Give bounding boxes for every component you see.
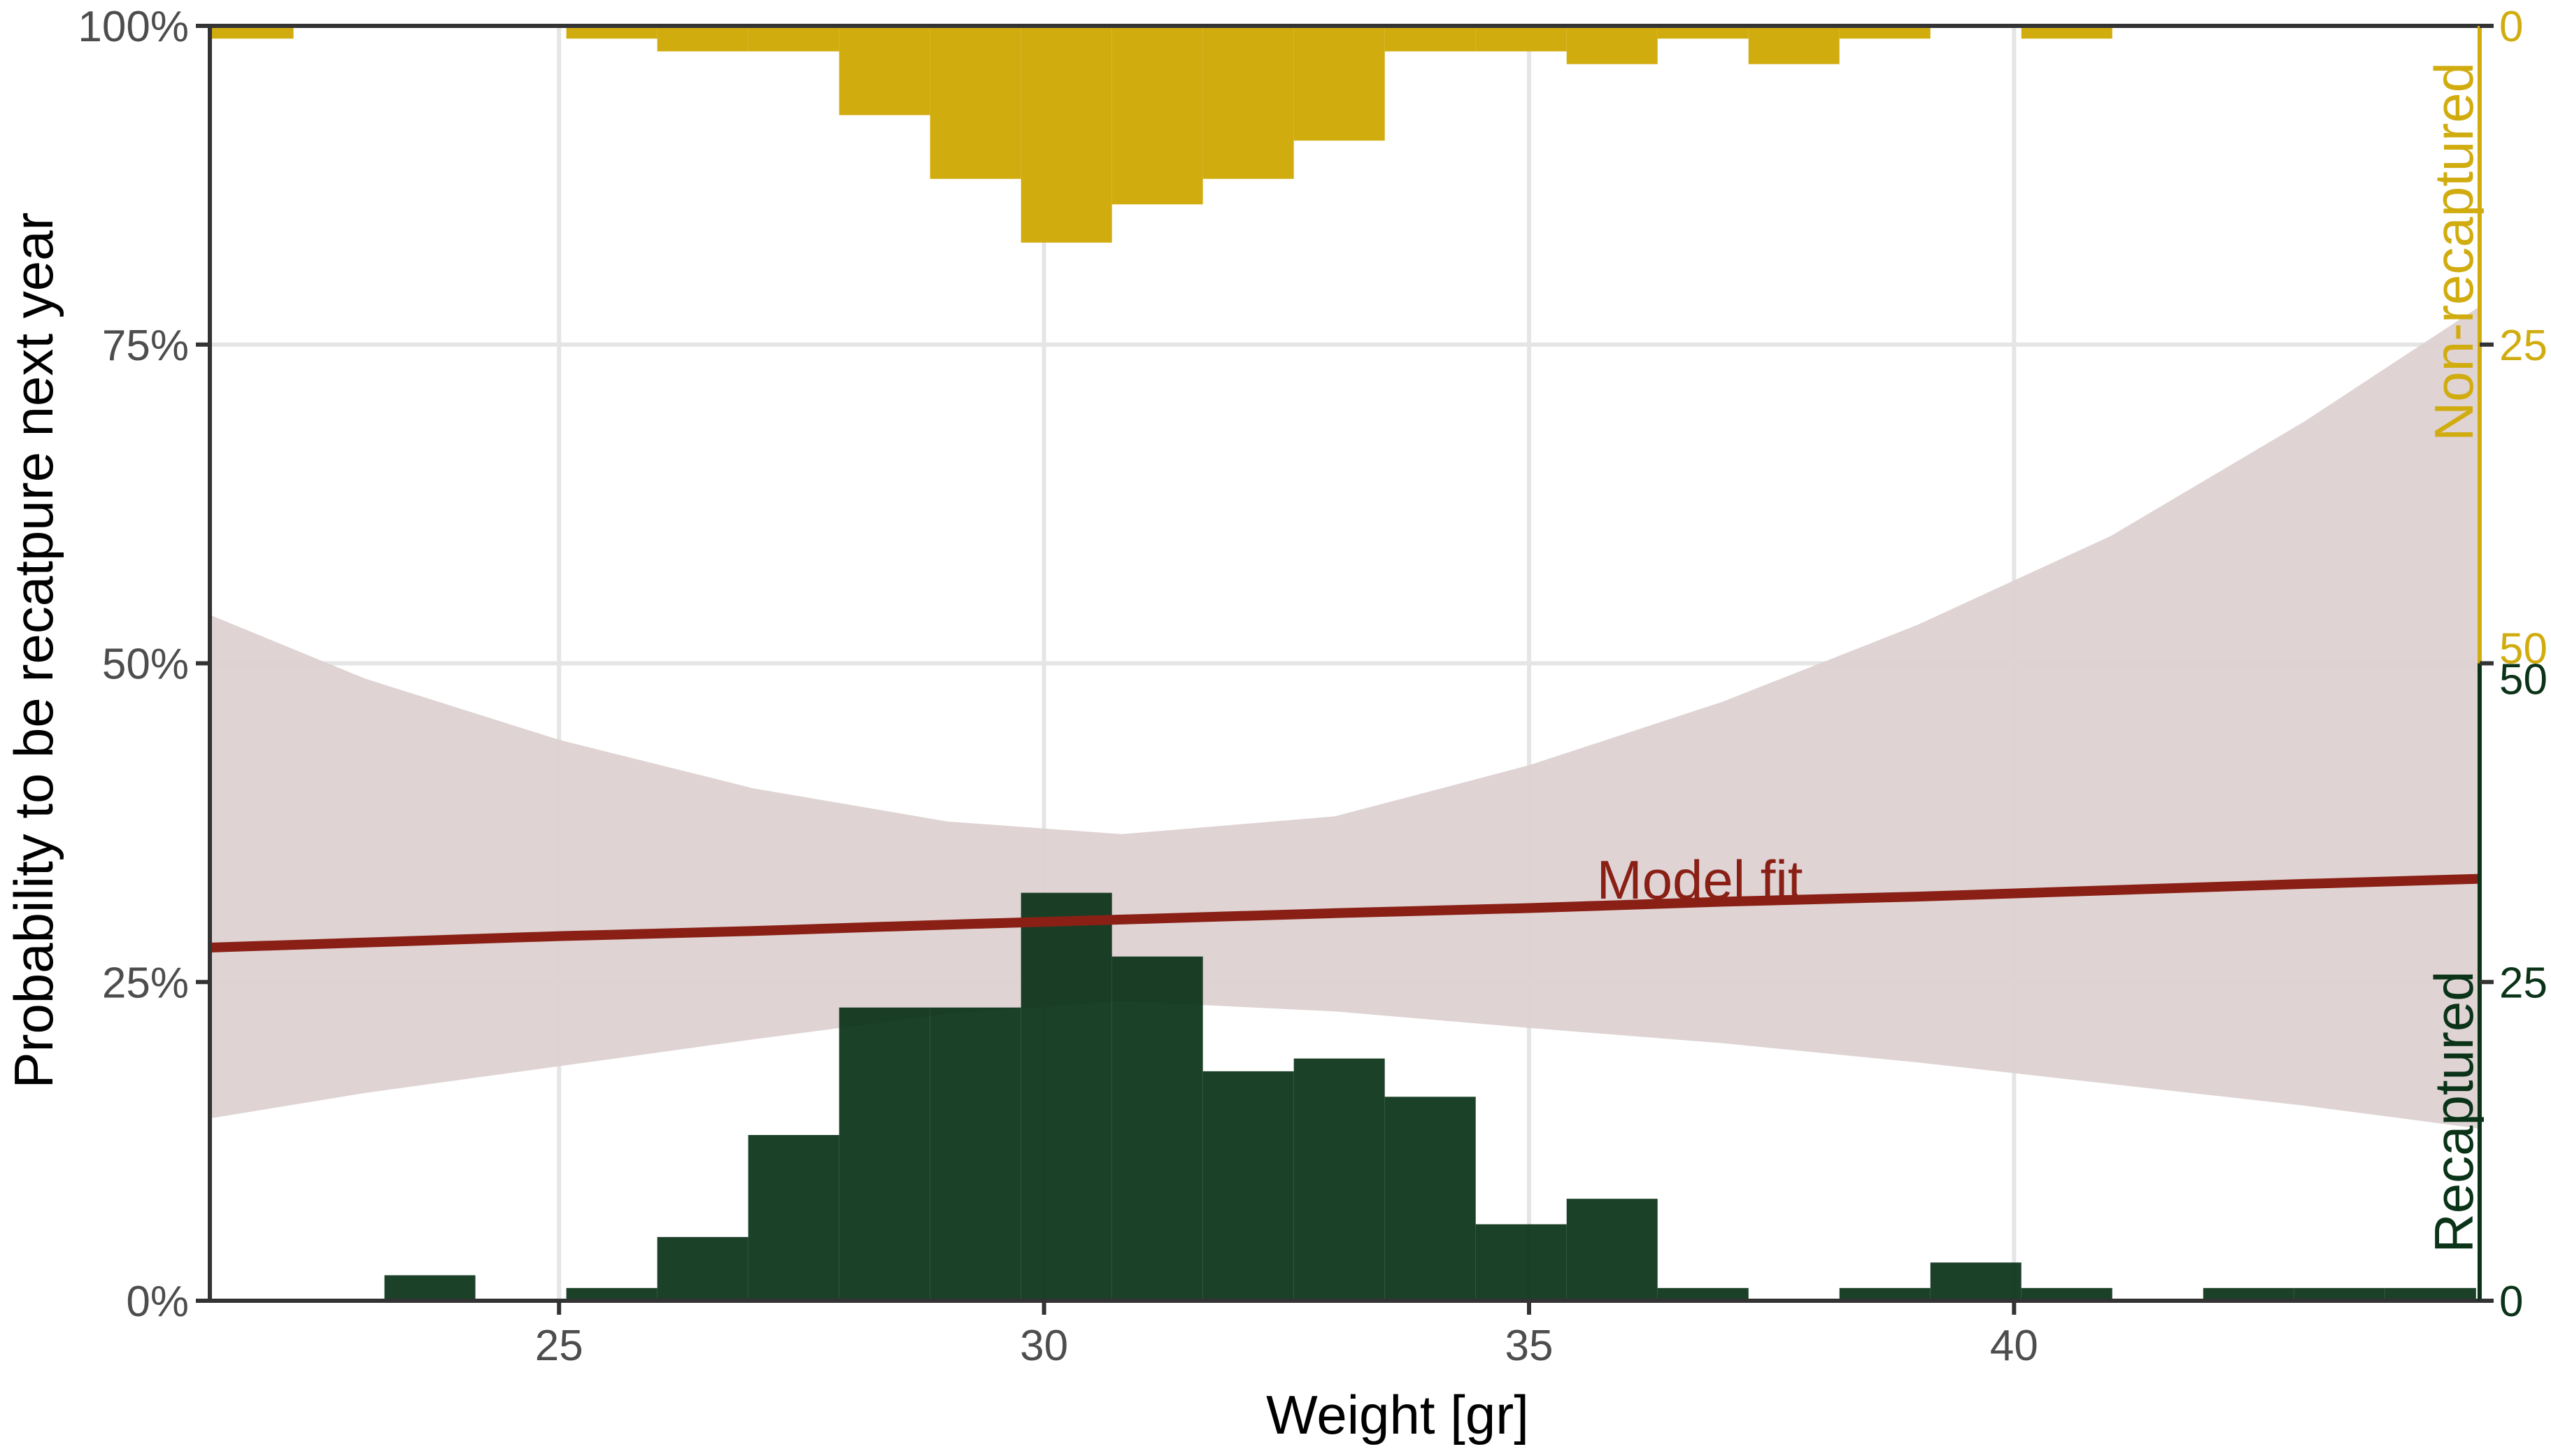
non-recaptured-bar xyxy=(1566,26,1658,64)
recaptured-bar xyxy=(748,1135,839,1301)
recaptured-bar xyxy=(2021,1287,2112,1301)
recaptured-bar xyxy=(2385,1287,2476,1301)
recaptured-bar xyxy=(1384,1097,1476,1301)
recaptured-bar xyxy=(2203,1287,2294,1301)
recaptured-bar xyxy=(1111,956,1203,1301)
non-recaptured-bar xyxy=(566,26,658,39)
non-recaptured-tick-label: 0 xyxy=(2499,3,2523,51)
non-recaptured-bar xyxy=(1748,26,1840,64)
y-tick-label: 0% xyxy=(126,1278,189,1326)
non-recaptured-bar xyxy=(1384,26,1476,52)
non-recaptured-tick-label: 50 xyxy=(2499,625,2548,673)
recaptured-axis-title: Recaptured xyxy=(2423,971,2485,1252)
non-recaptured-bar xyxy=(1111,26,1203,205)
x-tick-label: 25 xyxy=(535,1322,583,1370)
recaptured-bar xyxy=(1839,1287,1931,1301)
model-fit-line xyxy=(209,873,2480,952)
recaptured-bar xyxy=(566,1287,658,1301)
x-tick-label: 35 xyxy=(1505,1322,1553,1370)
recaptured-bar xyxy=(657,1236,748,1301)
model-fit-label: Model fit xyxy=(1597,849,1803,911)
non-recaptured-bar xyxy=(930,26,1021,179)
confidence-band xyxy=(210,306,2480,1129)
non-recaptured-bar xyxy=(1475,26,1567,52)
recaptured-bar xyxy=(1566,1199,1658,1301)
model-fit xyxy=(209,873,2480,952)
axes xyxy=(196,24,2494,1315)
recaptured-bar xyxy=(930,1007,1021,1301)
non-recaptured-bar xyxy=(657,26,748,52)
recaptured-tick-label: 50 xyxy=(2499,656,2548,704)
non-recaptured-axis-title: Non-recaptured xyxy=(2423,62,2485,441)
non-recaptured-bar xyxy=(1657,26,1749,39)
y-axis-title: Probability to be recatpure next year xyxy=(3,212,64,1088)
non-recaptured-bar xyxy=(748,26,839,52)
non-recaptured-bar xyxy=(1202,26,1294,179)
non-recaptured-bar xyxy=(1021,26,1112,243)
recaptured-bar xyxy=(2294,1287,2385,1301)
y-tick-label: 25% xyxy=(102,959,189,1007)
non-recaptured-bar xyxy=(1293,26,1385,141)
non-recaptured-bar xyxy=(839,26,930,115)
non-recaptured-bar xyxy=(210,26,294,39)
non-recaptured-tick-label: 25 xyxy=(2499,322,2548,370)
x-tick-label: 40 xyxy=(1990,1322,2038,1370)
recaptured-tick-label: 25 xyxy=(2499,959,2548,1007)
y-tick-label: 50% xyxy=(102,641,189,689)
y-tick-label: 100% xyxy=(78,3,189,51)
recaptured-bar xyxy=(1202,1071,1294,1301)
non-recaptured-histogram xyxy=(210,26,2112,243)
recaptured-bar xyxy=(839,1007,930,1301)
x-axis-title: Weight [gr] xyxy=(1266,1384,1529,1446)
recaptured-histogram xyxy=(384,892,2476,1301)
recaptured-bar xyxy=(1475,1224,1567,1301)
recaptured-bar xyxy=(384,1275,476,1301)
recaptured-bar xyxy=(1930,1262,2021,1301)
non-recaptured-bar xyxy=(2021,26,2112,39)
non-recaptured-bar xyxy=(1839,26,1931,39)
recaptured-bar xyxy=(1021,892,1112,1301)
recaptured-bar xyxy=(1657,1287,1749,1301)
recaptured-bar xyxy=(1293,1058,1385,1301)
tick-labels: 0% 25% 50% 75% 100% 25 30 35 40 0 25 50 0 25 50 xyxy=(78,3,2548,1370)
confidence-band-area xyxy=(210,306,2480,1129)
recaptured-tick-label: 0 xyxy=(2499,1278,2523,1326)
x-tick-label: 30 xyxy=(1020,1322,1068,1370)
y-tick-label: 75% xyxy=(102,322,189,370)
